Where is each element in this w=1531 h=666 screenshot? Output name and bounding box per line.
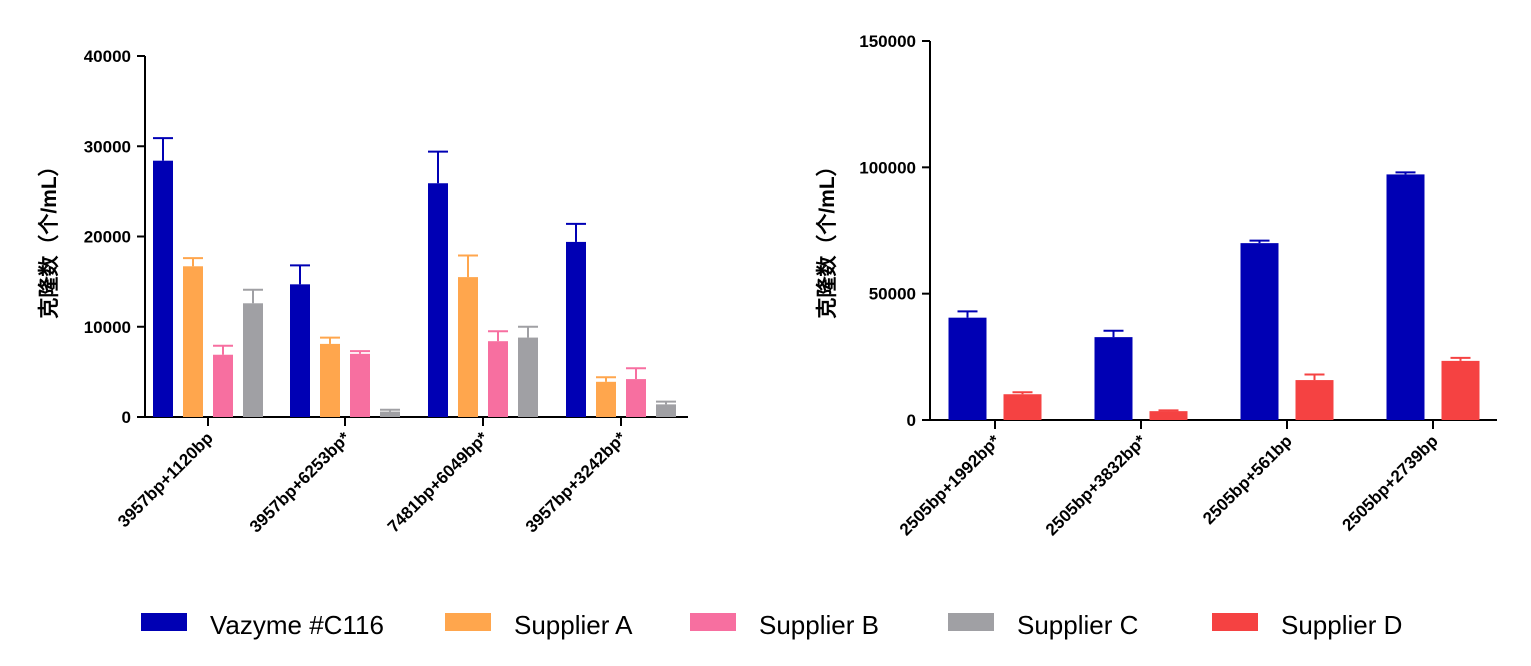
bar (1094, 337, 1133, 420)
bar (656, 404, 676, 417)
x-category-label: 2505bp+561bp (1199, 431, 1296, 528)
x-category-label: 7481bp+6049bp* (384, 428, 492, 536)
bar (566, 241, 586, 417)
legend-label: Supplier C (1017, 610, 1138, 640)
y-tick-label: 40000 (84, 47, 131, 66)
y-tick-label: 20000 (84, 228, 131, 247)
x-category-label: 2505bp+3832bp* (1042, 431, 1150, 539)
legend-label: Supplier D (1281, 610, 1402, 640)
bar (488, 341, 508, 417)
legend-label: Supplier A (514, 610, 633, 640)
legend-swatch (690, 613, 736, 631)
x-category-label: 2505bp+2739bp (1339, 431, 1442, 534)
y-tick-label: 50000 (869, 285, 916, 304)
y-tick-label: 150000 (859, 32, 916, 51)
y-tick-label: 30000 (84, 137, 131, 156)
bar (1240, 243, 1279, 420)
x-category-label: 3957bp+6253bp* (246, 428, 354, 536)
x-category-label: 2505bp+1992bp* (896, 431, 1004, 539)
y-tick-label: 0 (122, 408, 131, 427)
bar (1003, 394, 1042, 420)
bar (320, 343, 340, 417)
legend: Vazyme #C116 Supplier A Supplier B Supplier… (141, 610, 1402, 640)
y-axis-title: 克隆数（个/mL） (815, 155, 839, 318)
legend-swatch (948, 613, 994, 631)
bar (350, 353, 370, 417)
right-bar-chart: 0 50000 100000 150000 克隆数（个/mL） 2505bp+1992bp… (815, 32, 1497, 539)
bar (380, 411, 400, 417)
y-axis-title: 克隆数（个/mL） (37, 155, 61, 318)
bar (1441, 360, 1480, 420)
bar (153, 160, 173, 417)
y-tick-label: 100000 (859, 158, 916, 177)
bar (948, 317, 987, 420)
bar (183, 266, 203, 417)
left-bar-chart: 0 10000 20000 30000 40000 克隆数（个/mL） 3957bp+112… (37, 47, 688, 536)
bar (428, 183, 448, 417)
bar (596, 381, 616, 417)
x-category-label: 3957bp+3242bp* (522, 428, 630, 536)
legend-label: Vazyme #C116 (210, 610, 384, 640)
bar (458, 277, 478, 417)
legend-label: Supplier B (759, 610, 879, 640)
bar (1295, 380, 1334, 420)
bar (290, 284, 310, 417)
bar (213, 354, 233, 417)
bar (518, 337, 538, 417)
bar (1149, 411, 1188, 420)
legend-swatch (141, 613, 187, 631)
bar (243, 303, 263, 417)
x-category-label: 3957bp+1120bp (114, 428, 217, 531)
bar (626, 379, 646, 417)
legend-swatch (445, 613, 491, 631)
y-tick-label: 10000 (84, 318, 131, 337)
legend-swatch (1212, 613, 1258, 631)
y-tick-label: 0 (907, 411, 916, 430)
bar (1386, 174, 1425, 420)
